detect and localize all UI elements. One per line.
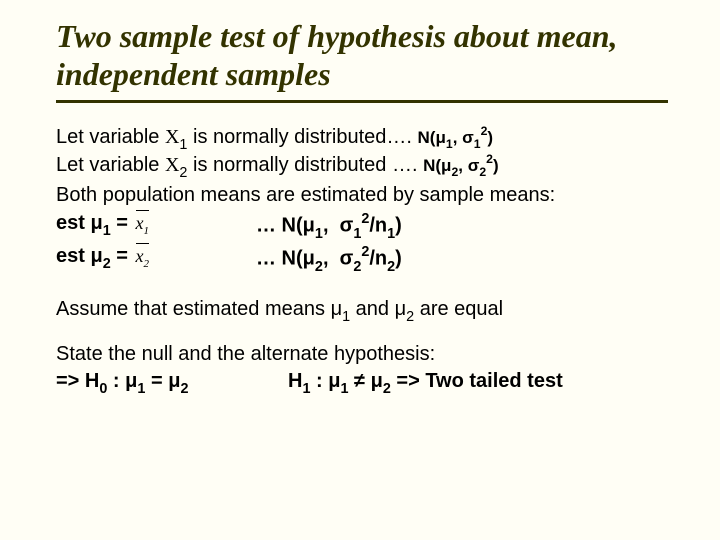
text: Let variable [56,126,165,148]
line-var-x2: Let variable X2 is normally distributed … [56,153,684,181]
xbar-2: x2 [136,244,150,271]
est-rhs: … N(μ1, σ12/n1) [256,211,402,242]
slide-title: Two sample test of hypothesis about mean… [56,18,684,94]
title-underline [56,100,668,103]
body-content: Let variable X1 is normally distributed…… [56,125,684,398]
var-x: X [165,126,179,148]
text: is normally distributed …. [187,154,423,176]
text: is normally distributed…. [187,126,417,148]
line-state-hyp: State the null and the alternate hypothe… [56,342,684,368]
line-est-mu1: est μ1 = x1 … N(μ1, σ12/n1) [56,211,684,242]
est-lhs: est μ2 = [56,245,134,267]
est-rhs: … N(μ2, σ22/n2) [256,244,402,275]
dist-notation: N(μ1, σ12) [418,128,494,147]
line-hypotheses: => H0 : μ1 = μ2 H1 : μ1 ≠ μ2 => Two tail… [56,369,684,397]
line-est-mu2: est μ2 = x2 … N(μ2, σ22/n2) [56,244,684,275]
text: Let variable [56,154,165,176]
dist-notation: N(μ2, σ22) [423,156,499,175]
var-x: X [165,154,179,176]
est-lhs: est μ1 = [56,212,134,234]
subscript: 1 [179,137,187,153]
line-var-x1: Let variable X1 is normally distributed…… [56,125,684,153]
subscript: 2 [179,165,187,181]
xbar-1: x1 [136,211,150,238]
line-both-means: Both population means are estimated by s… [56,183,684,209]
alt-hypothesis: H1 : μ1 ≠ μ2 => Two tailed test [288,369,563,397]
null-hypothesis: => H0 : μ1 = μ2 [56,369,288,397]
line-assume: Assume that estimated means μ1 and μ2 ar… [56,297,684,325]
